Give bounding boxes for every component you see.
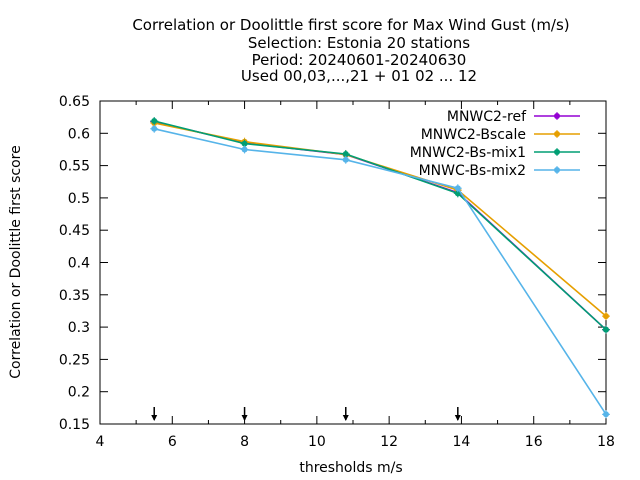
- legend-entry: MNWC-Bs-mix2: [419, 163, 580, 179]
- data-point: [602, 325, 610, 334]
- y-tick-label: 0.45: [59, 223, 90, 239]
- y-tick-label: 0.25: [59, 352, 90, 368]
- y-axis-ticks: 0.15 0.2 0.25 0.3 0.35 0.4 0.45 0.5 0.55 0.6 0.65: [59, 94, 606, 433]
- data-point: [150, 117, 159, 126]
- series-2: [150, 118, 610, 321]
- arrow-head: [454, 415, 461, 421]
- x-tick-label: 4: [96, 434, 105, 450]
- arrow-head: [241, 415, 248, 421]
- data-point: [240, 145, 249, 154]
- legend-label: MNWC-Bs-mix2: [419, 163, 526, 179]
- y-tick-label: 0.15: [59, 417, 90, 433]
- legend-entry: MNWC2-Bs-mix1: [410, 145, 580, 161]
- y-tick-label: 0.6: [68, 126, 90, 142]
- series-line: [154, 128, 607, 415]
- y-tick-label: 0.3: [68, 320, 90, 336]
- threshold-arrow: [342, 407, 349, 421]
- series-4: [150, 124, 610, 419]
- data-point: [150, 124, 159, 133]
- legend: MNWC2-ref MNWC2-Bscale MNWC2-Bs-mix1 MNWC-B…: [410, 109, 580, 179]
- threshold-arrow: [241, 407, 248, 421]
- legend-label: MNWC2-Bs-mix1: [410, 145, 526, 161]
- data-point: [341, 155, 350, 164]
- x-tick-label: 12: [380, 434, 398, 450]
- data-point: [602, 410, 610, 419]
- x-axis-label: thresholds m/s: [299, 460, 402, 476]
- data-point: [602, 312, 610, 321]
- y-tick-label: 0.35: [59, 288, 90, 304]
- x-axis-ticks: 4 6 8 10 12 14 16 18: [96, 101, 615, 450]
- arrow-head: [151, 415, 158, 421]
- data-point: [553, 112, 561, 120]
- series-layer: [150, 117, 610, 419]
- title-line-3: Period: 20240601-20240630: [252, 51, 467, 69]
- x-tick-label: 6: [168, 434, 177, 450]
- y-tick-label: 0.5: [68, 191, 90, 207]
- legend-label: MNWC2-ref: [447, 109, 527, 125]
- legend-label: MNWC2-Bscale: [421, 127, 526, 143]
- legend-entry: MNWC2-Bscale: [421, 127, 580, 143]
- y-tick-label: 0.4: [68, 256, 90, 272]
- plot-frame: [99, 100, 607, 425]
- y-axis-label: Correlation or Doolittle first score: [8, 145, 24, 378]
- data-point: [453, 184, 462, 193]
- data-point: [553, 166, 561, 174]
- data-point: [553, 148, 561, 156]
- chart-title: Correlation or Doolittle first score for…: [132, 16, 569, 85]
- y-tick-label: 0.2: [68, 385, 90, 401]
- title-line-1: Correlation or Doolittle first score for…: [132, 16, 569, 34]
- y-tick-label: 0.65: [59, 94, 90, 110]
- series-3: [150, 117, 610, 334]
- x-tick-label: 14: [453, 434, 471, 450]
- x-tick-label: 18: [597, 434, 615, 450]
- threshold-arrow: [151, 407, 158, 421]
- arrow-head: [342, 415, 349, 421]
- y-tick-label: 0.55: [59, 159, 90, 175]
- threshold-arrow: [454, 407, 461, 421]
- legend-entry: MNWC2-ref: [447, 109, 580, 125]
- x-tick-label: 10: [308, 434, 326, 450]
- x-tick-label: 8: [240, 434, 249, 450]
- title-line-4: Used 00,03,...,21 + 01 02 ... 12: [241, 67, 477, 85]
- title-line-2: Selection: Estonia 20 stations: [248, 34, 470, 52]
- series-line: [154, 120, 607, 331]
- data-point: [553, 130, 561, 138]
- threshold-arrows: [151, 407, 461, 421]
- x-tick-label: 16: [525, 434, 543, 450]
- series-1: [150, 117, 610, 334]
